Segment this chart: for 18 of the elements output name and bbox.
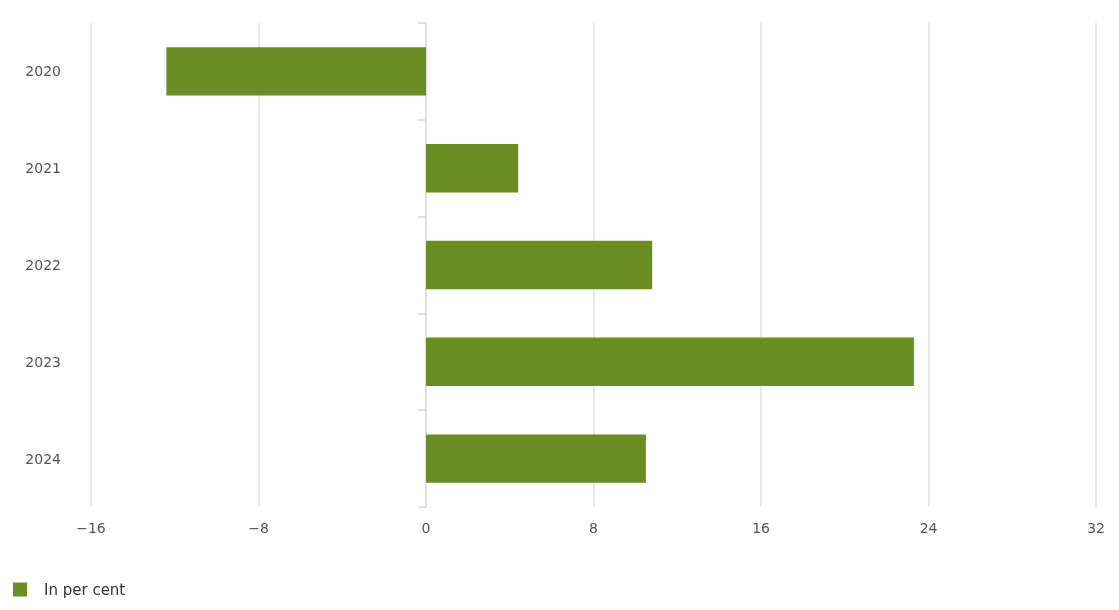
x-tick-label: −8: [248, 520, 269, 536]
bar: [426, 337, 914, 386]
legend-label: In per cent: [44, 580, 126, 599]
y-tick-label: 2020: [25, 63, 61, 80]
x-tick-label: 0: [421, 520, 431, 536]
x-tick-label: 8: [589, 520, 599, 536]
bar: [426, 434, 646, 483]
x-tick-label: −16: [76, 520, 106, 536]
bar: [166, 47, 427, 96]
y-tick-label: 2023: [25, 353, 61, 370]
x-tick-label: 24: [919, 520, 938, 536]
bar: [426, 144, 519, 193]
x-tick-label: 16: [752, 520, 771, 536]
bar: [426, 240, 653, 290]
y-tick-label: 2022: [25, 257, 61, 273]
x-tick-label: 32: [1087, 520, 1106, 536]
y-tick-label: 2024: [25, 450, 62, 467]
y-tick-label: 2021: [25, 160, 61, 177]
